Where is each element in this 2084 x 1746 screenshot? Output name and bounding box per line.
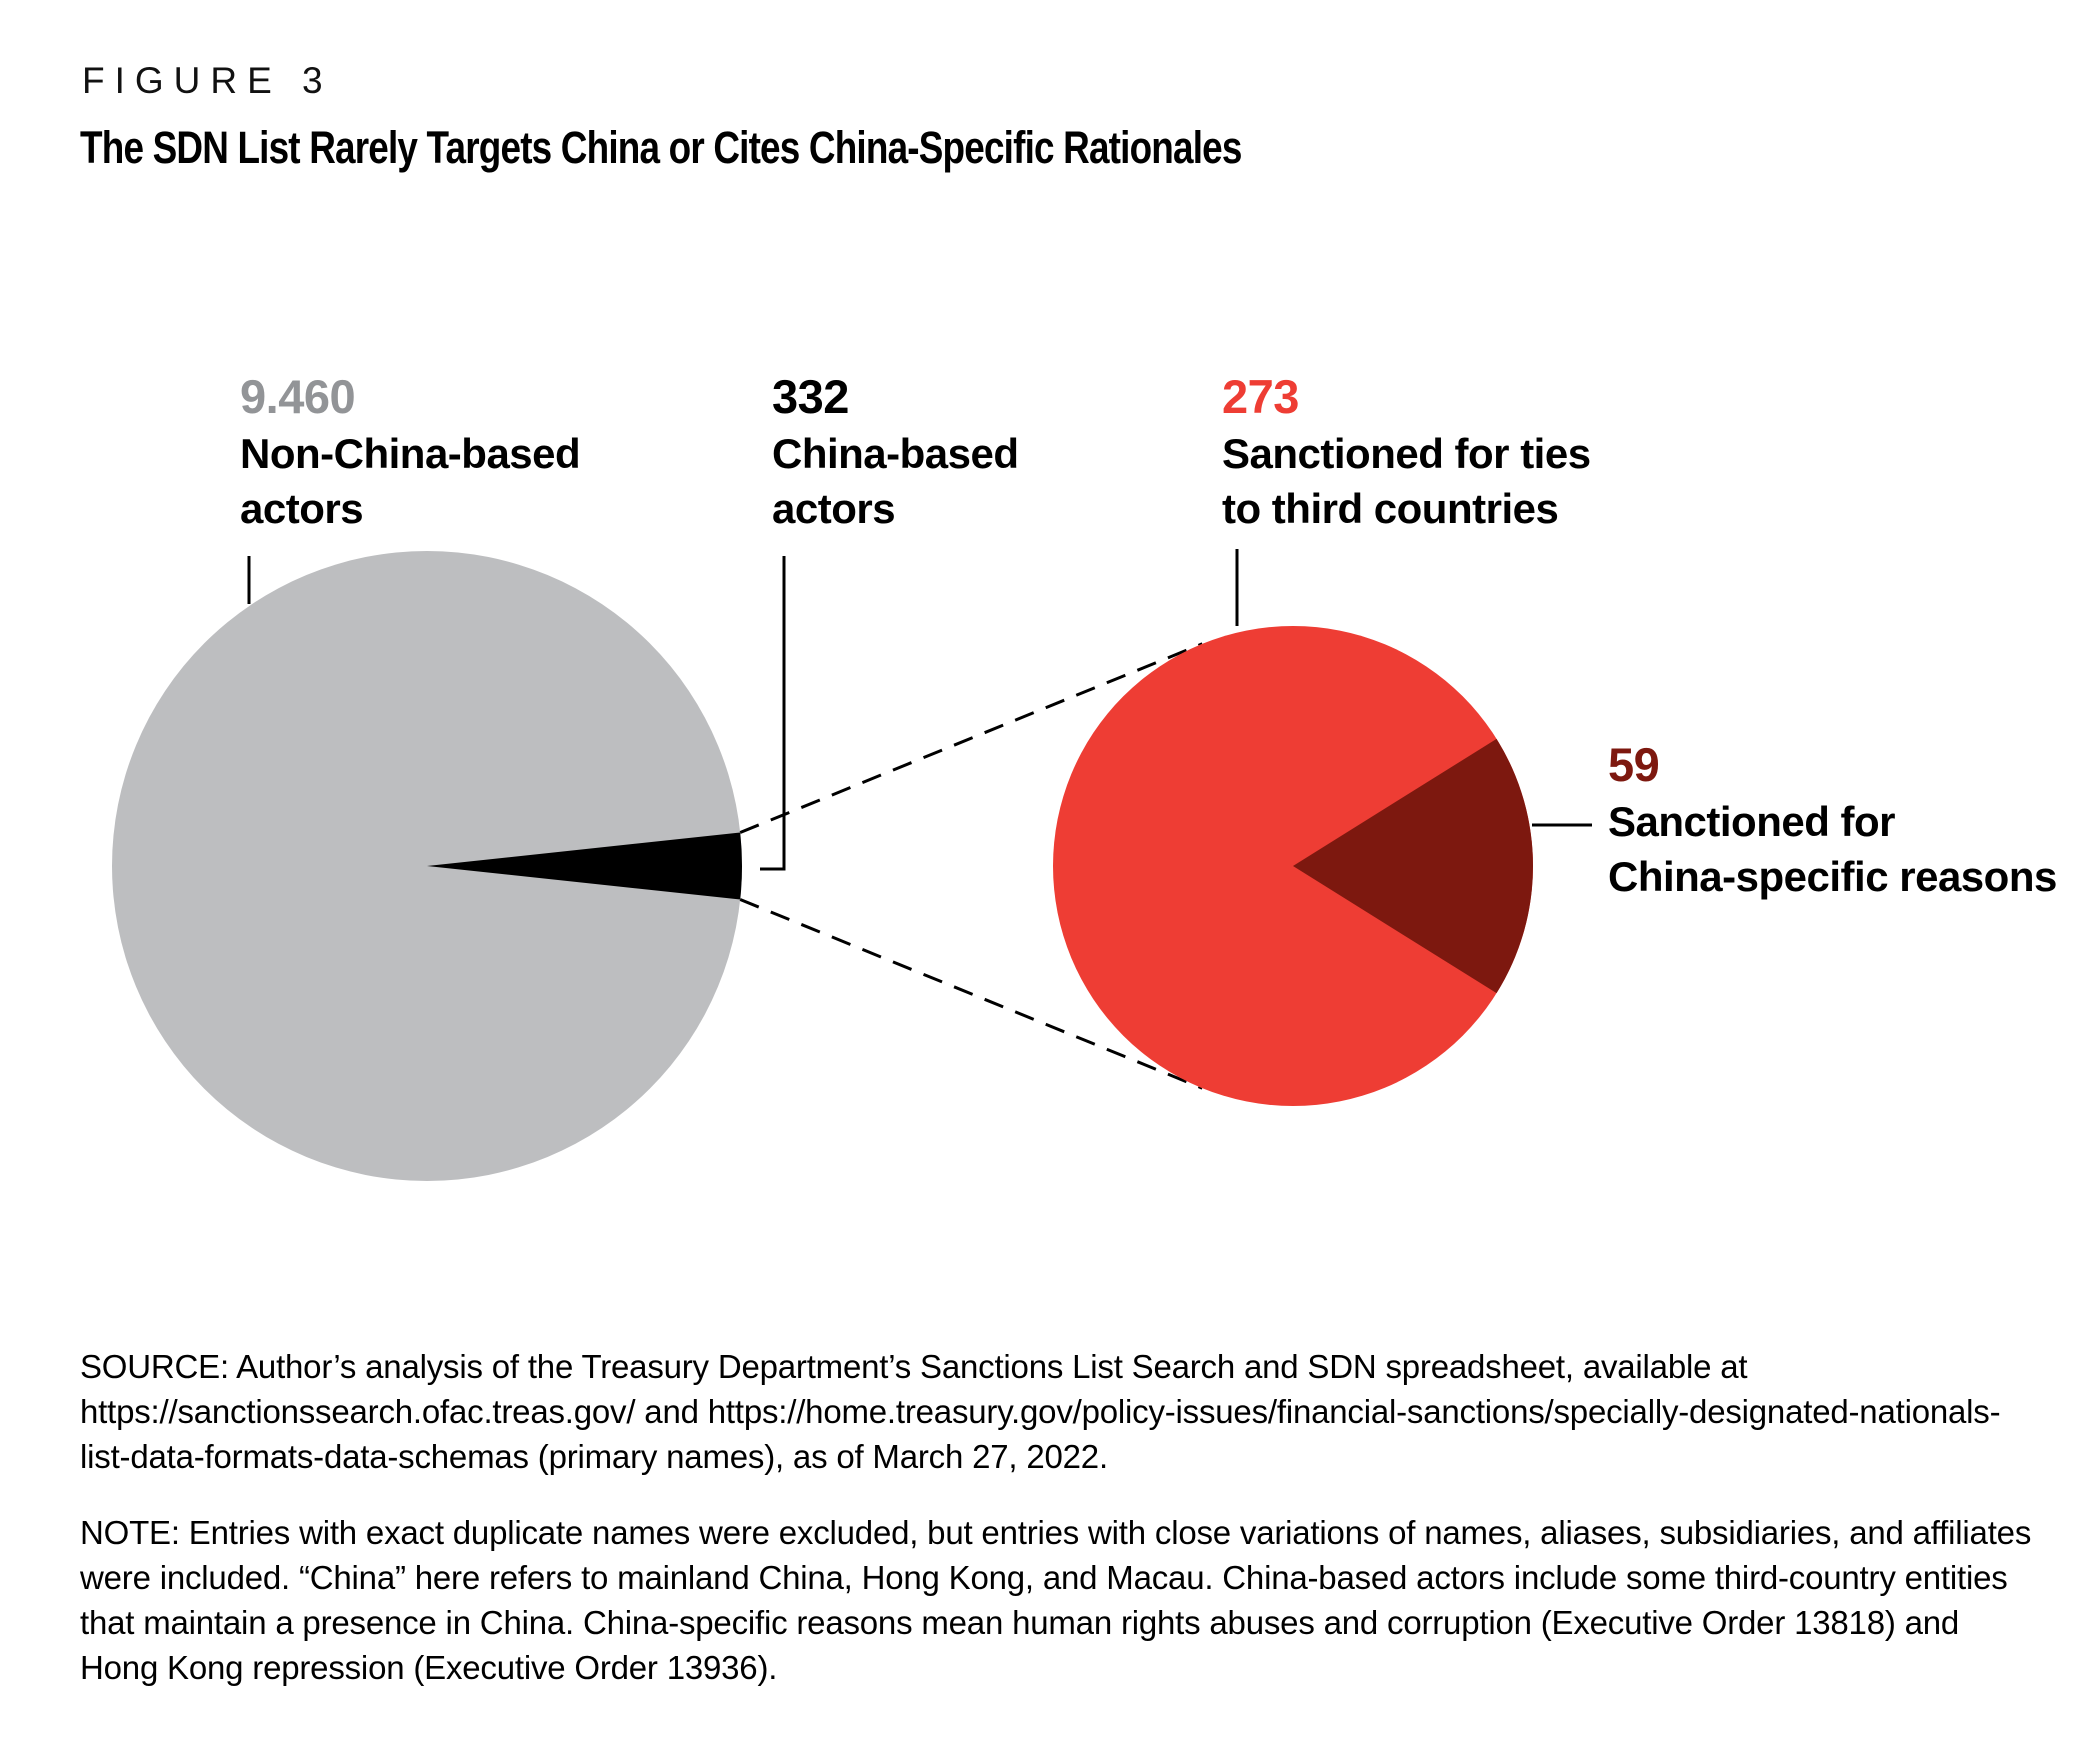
callout-text: actors <box>240 485 364 532</box>
callout-china-based: 332 China-based actors <box>772 368 1019 536</box>
callout-non-china-based: 9.460 Non-China-based actors <box>240 368 581 536</box>
zoom-dashed-line-upper <box>739 642 1203 834</box>
callout-number: 59 <box>1608 738 1660 791</box>
callout-text: Sanctioned for ties <box>1222 430 1591 477</box>
china-specific-slice <box>1293 738 1533 994</box>
zoom-dashed-line-lower <box>739 898 1203 1090</box>
note-text: NOTE: Entries with exact duplicate names… <box>80 1514 2032 1686</box>
callout-text: actors <box>772 485 896 532</box>
callout-text: Non-China-based <box>240 430 581 477</box>
callout-text: China-specific reasons <box>1608 853 2057 900</box>
callout-text: China-based <box>772 430 1019 477</box>
china-based-slice <box>427 832 742 900</box>
pointer-line-china-based <box>760 556 786 871</box>
callout-china-specific: 59 Sanctioned for China-specific reasons <box>1608 736 2057 904</box>
callout-number: 332 <box>772 370 849 423</box>
figure-label: FIGURE 3 <box>82 60 333 101</box>
callout-number: 9.460 <box>240 370 356 423</box>
callout-text: Sanctioned for <box>1608 798 1896 845</box>
callout-number: 273 <box>1222 370 1299 423</box>
callout-text: to third countries <box>1222 485 1559 532</box>
figure-title: The SDN List Rarely Targets China or Cit… <box>80 122 1242 173</box>
callout-third-countries: 273 Sanctioned for ties to third countri… <box>1222 368 1591 536</box>
source-text: SOURCE: Author’s analysis of the Treasur… <box>80 1348 2001 1475</box>
